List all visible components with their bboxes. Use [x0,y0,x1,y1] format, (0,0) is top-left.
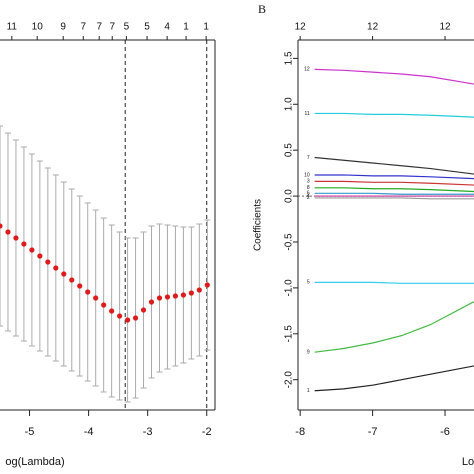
x-axis-label: Lo [462,456,474,468]
point [148,299,155,305]
point [69,277,75,283]
y-tick-label: -2.0 [284,371,295,389]
series-label: 7 [307,155,310,161]
series-line [314,365,474,392]
point [204,282,210,288]
point [140,307,147,313]
point [37,253,43,259]
point [77,283,83,289]
y-tick-label: 1.5 [284,51,295,65]
top-tick-label: 7 [109,22,115,33]
series-line [314,281,474,284]
point [85,289,91,295]
point [172,293,179,299]
top-tick-label: 7 [96,22,102,33]
x-tick-label: -5 [25,426,35,438]
point [53,265,59,271]
top-tick-label: 1 [203,22,209,33]
top-tick-label: 1 [183,22,189,33]
point [109,308,115,314]
point [45,259,51,265]
series-label: 6 [307,191,310,197]
series-label: 11 [304,111,309,117]
x-tick-label: -3 [143,426,153,438]
series-label: 1 [307,388,310,394]
point [132,315,139,321]
y-tick-label: -0.5 [284,233,295,251]
top-tick-label: 12 [439,22,451,33]
series-label: 9 [307,349,310,355]
point [117,313,123,319]
series-line [314,174,474,180]
top-tick-label: 5 [124,22,130,33]
x-axis-label: og(Lambda) [5,456,64,468]
top-tick-label: 10 [32,22,44,33]
x-tick-label: -6 [440,426,450,438]
top-tick-label: 9 [60,22,66,33]
series-line [314,68,474,85]
y-tick-label: 0.5 [284,143,295,157]
series-label: 10 [304,172,310,178]
point [29,247,35,253]
point [13,235,19,241]
point [21,241,27,247]
series-line [314,187,474,193]
y-tick-label: 1.0 [284,97,295,111]
top-tick-label: 11 [7,22,18,33]
series-line [314,156,474,175]
x-tick-label: -4 [84,426,94,438]
series-line [314,197,474,200]
series-label: 8 [307,185,310,191]
series-line [314,180,474,186]
top-tick-label: 4 [164,22,170,33]
y-tick-label: -1.5 [284,325,295,343]
point [5,229,11,235]
y-tick-label: -1.0 [284,279,295,297]
panel-label: B [258,2,266,16]
x-tick-label: -2 [202,426,212,438]
point [101,302,107,308]
point [156,295,163,301]
top-tick-label: 7 [81,22,87,33]
series-line [314,112,474,118]
series-line [314,192,474,195]
point [0,223,3,229]
point [188,290,194,296]
top-tick-label: 12 [295,22,307,33]
point [180,292,186,298]
series-label: 5 [307,280,310,286]
point [93,295,99,301]
x-tick-label: -7 [368,426,378,438]
point [164,294,171,300]
top-tick-label: 5 [144,22,150,33]
series-label: 12 [304,67,310,73]
series-line [314,301,474,353]
y-tick-label: 0.0 [284,189,295,203]
x-tick-label: -8 [295,426,305,438]
point [124,317,131,323]
series-label: 4 [307,193,310,199]
top-tick-label: 12 [367,22,379,33]
point [61,271,67,277]
series-label: 3 [307,179,310,185]
series-label: 2 [307,195,310,201]
y-axis-label: Coefficients [253,199,264,251]
point [196,287,202,293]
